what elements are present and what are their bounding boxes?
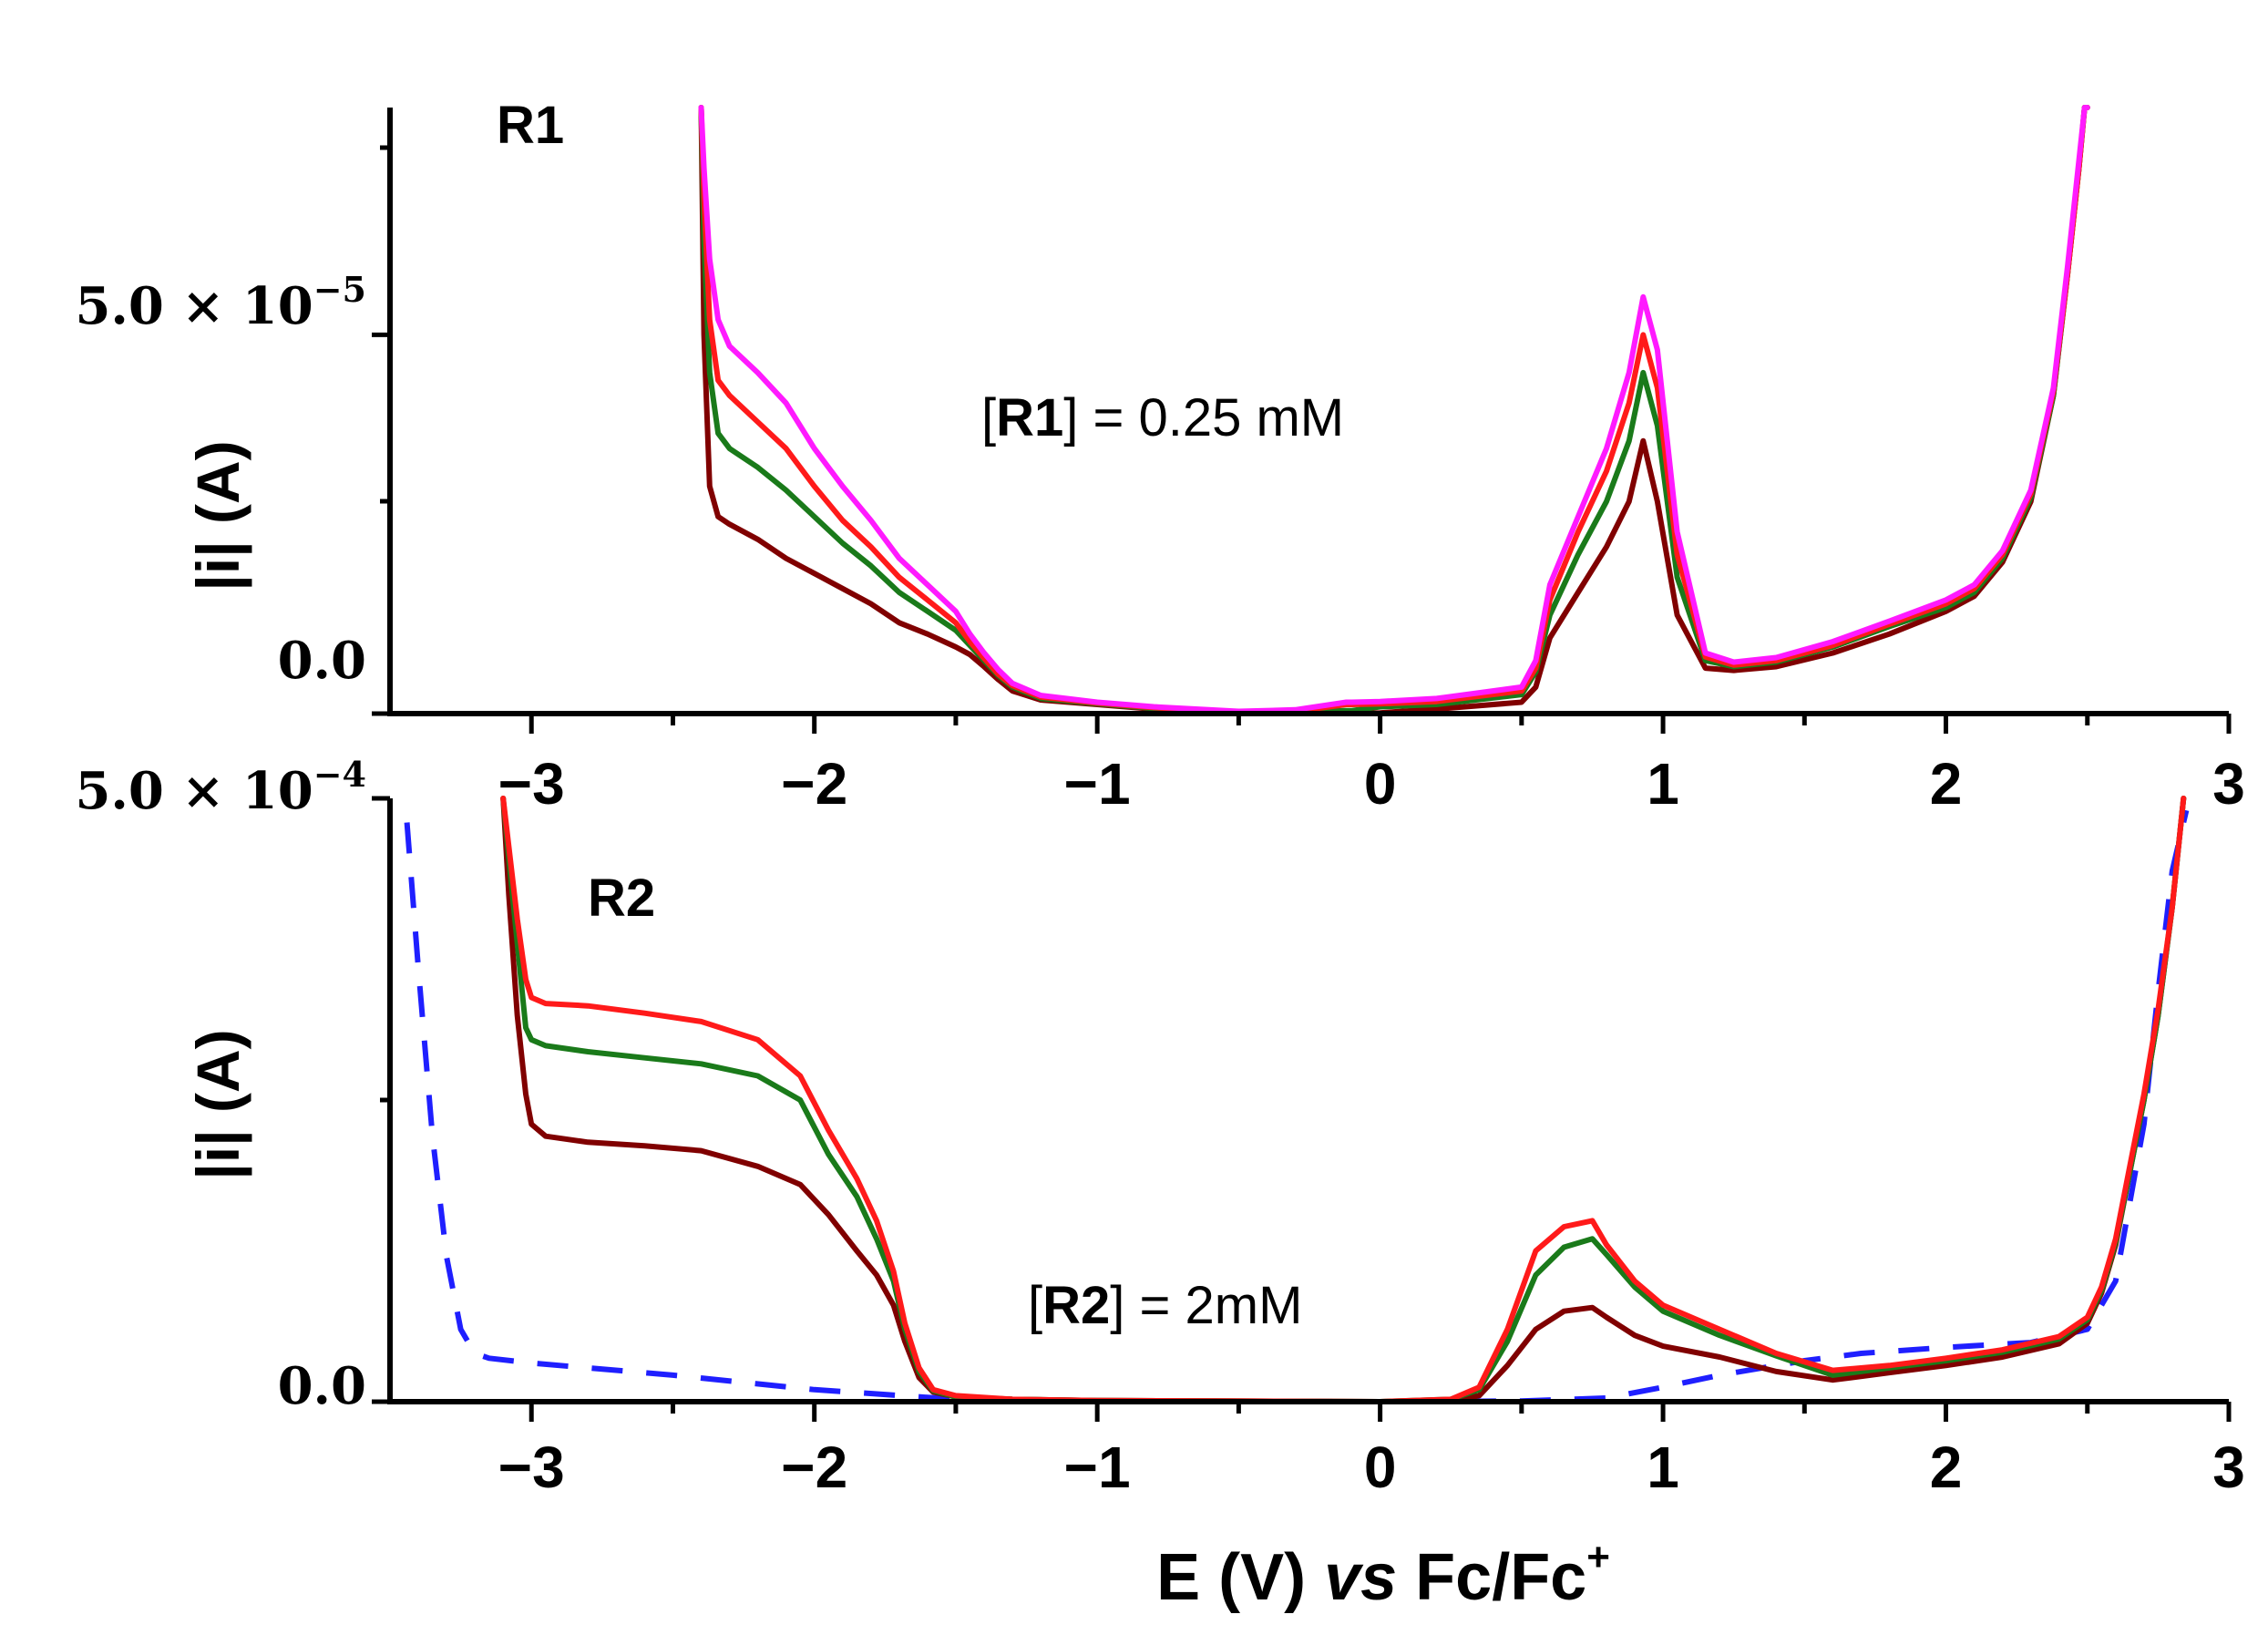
x-tick-label: −3 (498, 1434, 565, 1500)
x-tick-label: −1 (1064, 751, 1131, 817)
panel-r1: −3 −2 −1 0 1 2 3 0.0 5.0 × 10−5 R1 |i| (A) [R1] … (75, 96, 2244, 817)
x-tick-label: 2 (1930, 1434, 1963, 1500)
panel-r1-ylabel: |i| (A) (184, 440, 253, 591)
x-tick-label: 1 (1647, 751, 1679, 817)
series-line-1500rpm (698, 105, 2090, 715)
y-tick-label: 0.0 (278, 1356, 366, 1416)
series-line-1000rpm (698, 105, 2090, 715)
panel-r1-concentration: [R1] = 0.25 mM (981, 388, 1344, 447)
series-line-1000-rpm (500, 796, 2187, 1404)
panel-r2-concentration: [R2] = 2mM (1028, 1276, 1302, 1335)
panel-r2-ticks: −3 −2 −1 0 1 2 3 0.0 5.0 × 10−4 (75, 754, 2244, 1500)
x-tick-label: 3 (2212, 751, 2245, 817)
panel-r1-series (698, 105, 2090, 716)
series-line-2000rpm (698, 105, 2090, 715)
x-tick-label: 1 (1647, 1434, 1679, 1500)
x-tick-label: 2 (1930, 751, 1963, 817)
panel-r2: −3 −2 −1 0 1 2 3 0.0 5.0 × 10−4 R2 |i| (A) [R2] … (75, 754, 2244, 1614)
y-tick-label: 5.0 × 10−5 (75, 269, 366, 336)
series-line-1500-rpm (500, 796, 2187, 1404)
x-tick-label: −1 (1064, 1434, 1131, 1500)
panel-r2-label: R2 (588, 869, 655, 928)
panel-r1-label: R1 (497, 96, 564, 155)
x-tick-label: −2 (781, 751, 847, 817)
panel-r2-ylabel: |i| (A) (184, 1029, 253, 1179)
x-tick-label: 0 (1364, 1434, 1397, 1500)
y-tick-label: 0.0 (278, 631, 366, 691)
x-tick-label: 3 (2212, 1434, 2245, 1500)
x-tick-label: 0 (1364, 751, 1397, 817)
x-tick-label: −3 (498, 751, 565, 817)
y-tick-label: 5.0 × 10−4 (75, 754, 366, 821)
x-tick-label: −2 (781, 1434, 847, 1500)
x-axis-label: E (V) vs Fc/Fc+ (1156, 1535, 1610, 1614)
series-line-500-rpm (500, 796, 2187, 1404)
